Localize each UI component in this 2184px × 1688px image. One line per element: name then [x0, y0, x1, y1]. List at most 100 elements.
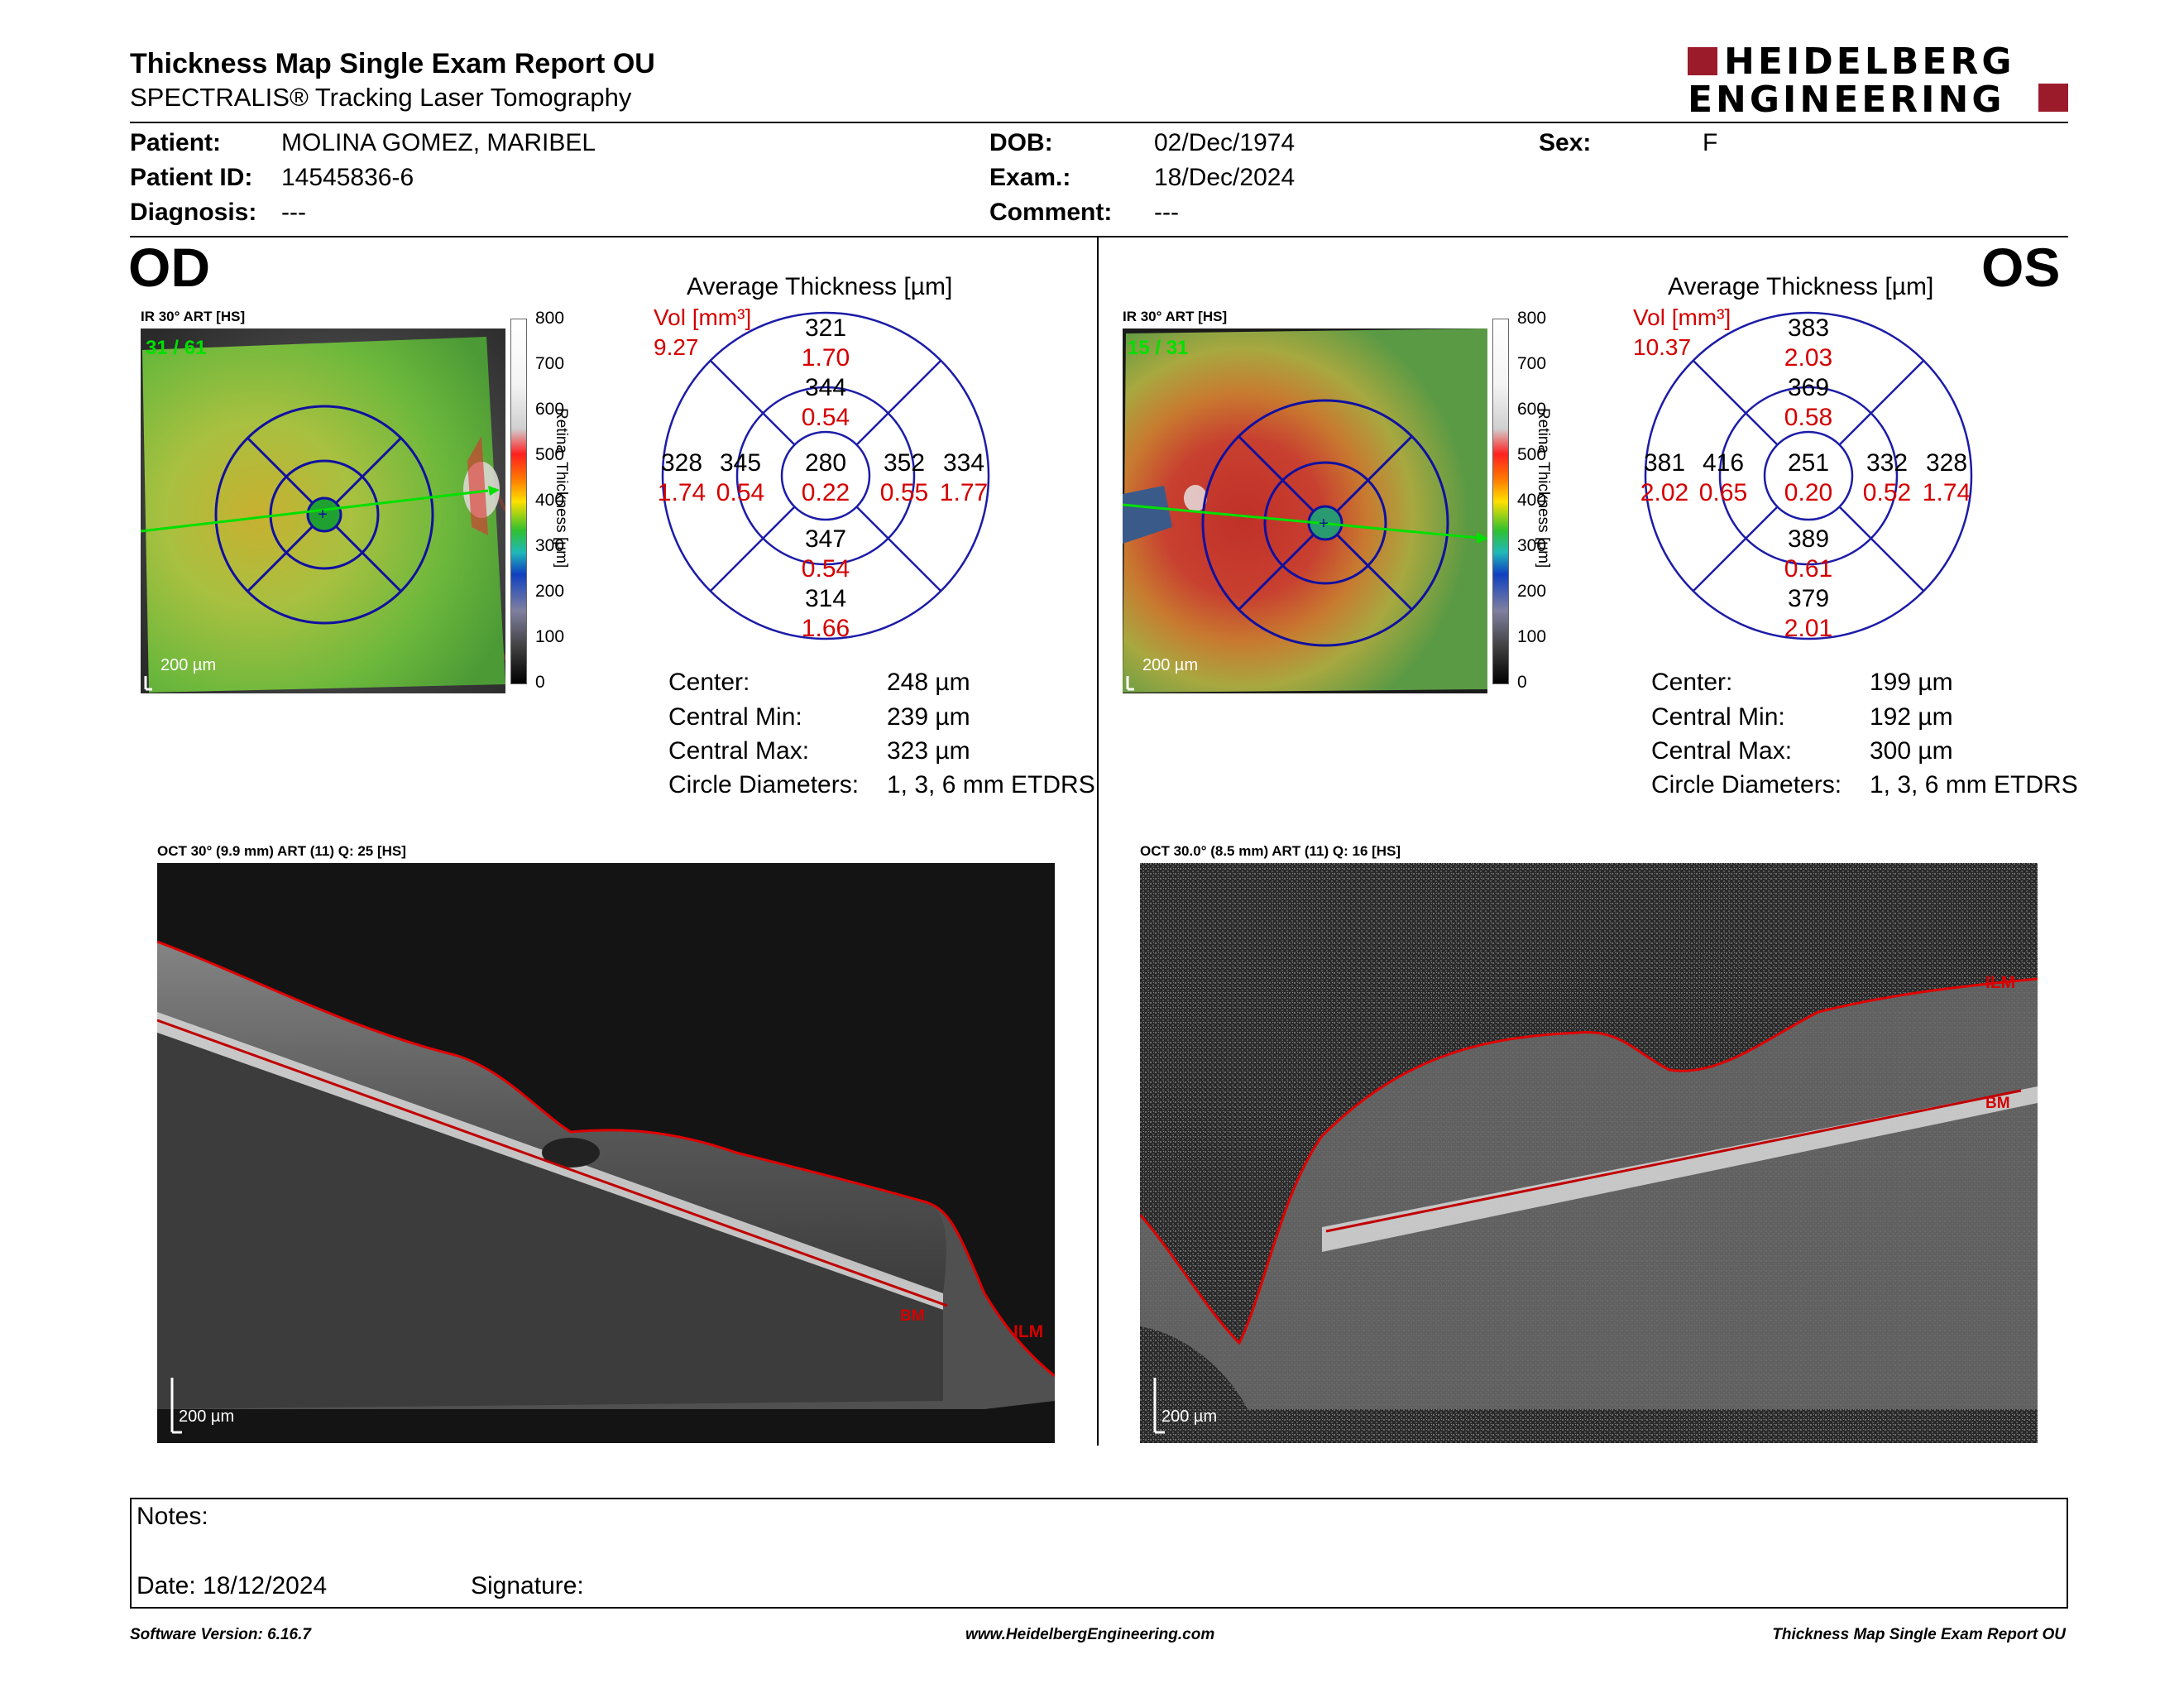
os-inner-sup-volume: 0.58 — [1784, 404, 1833, 431]
os-inner-right-volume: 0.52 — [1862, 479, 1912, 506]
od-ilm-label: ILM — [1013, 1322, 1044, 1341]
os-center-value: 199 µm — [1870, 669, 1953, 696]
od-bm-label: BM — [900, 1307, 925, 1325]
od-center-thickness: 280 — [804, 449, 847, 477]
heidelberg-logo: HEIDELBERG ENGINEERING — [1688, 41, 2068, 121]
os-eye-label: OS — [1981, 237, 2061, 298]
od-outer-left-volume: 1.74 — [657, 479, 706, 506]
os-min-value: 192 µm — [1870, 703, 1953, 731]
os-diam-label: Circle Diameters: — [1651, 771, 1842, 798]
od-outer-right-thickness: 334 — [942, 449, 985, 477]
report-title: Thickness Map Single Exam Report OU — [130, 48, 655, 79]
header-divider — [130, 122, 2068, 123]
os-outer-inf-thickness: 379 — [1787, 585, 1830, 612]
os-center-label: Center: — [1651, 669, 1733, 696]
od-map-scale: 200 µm — [160, 656, 217, 674]
os-vol-total: 10.37 — [1633, 334, 1692, 360]
od-inner-left-volume: 0.54 — [716, 479, 765, 506]
od-cb-tick: 700 — [535, 354, 565, 373]
od-vol-total: 9.27 — [654, 334, 699, 360]
os-oct-scan: ILM BM 200 µm — [1140, 863, 2038, 1443]
od-cb-axis-label: Retina Thickness [µm] — [553, 408, 570, 568]
od-cb-tick: 200 — [535, 582, 565, 601]
logo-line2: ENGINEERING — [1688, 79, 2005, 121]
os-ir-label: IR 30° ART [HS] — [1123, 309, 1228, 324]
notes-label: Notes: — [136, 1503, 208, 1530]
od-diam-value: 1, 3, 6 mm ETDRS — [887, 771, 1095, 798]
od-avg-title: Average Thickness [µm] — [687, 273, 953, 300]
od-cb-tick: 500 — [535, 445, 565, 464]
os-inner-inf-thickness: 389 — [1787, 525, 1830, 553]
od-inner-right-volume: 0.55 — [879, 479, 929, 506]
svg-text:+: + — [1319, 515, 1329, 533]
os-avg-title: Average Thickness [µm] — [1668, 273, 1934, 300]
svg-text:+: + — [318, 506, 328, 524]
os-outer-sup-thickness: 383 — [1787, 314, 1830, 342]
os-outer-right-thickness: 328 — [1925, 449, 1968, 477]
od-eye-label: OD — [128, 237, 210, 298]
od-inner-right-thickness: 352 — [883, 449, 926, 477]
od-center-value: 248 µm — [887, 669, 970, 696]
website-link[interactable]: www.HeidelbergEngineering.com — [965, 1626, 1215, 1643]
os-cb-tick: 100 — [1517, 627, 1547, 646]
os-cb-tick: 200 — [1517, 582, 1547, 601]
signature-label: Signature: — [471, 1572, 584, 1599]
od-cb-tick: 400 — [535, 491, 565, 510]
os-cb-tick: 0 — [1517, 673, 1527, 692]
os-inner-left-volume: 0.65 — [1698, 479, 1748, 506]
os-inner-right-thickness: 332 — [1866, 449, 1909, 477]
dob-value: 02/Dec/1974 — [1154, 129, 1296, 156]
os-cb-tick: 400 — [1517, 491, 1547, 510]
footer-report-name: Thickness Map Single Exam Report OU — [1772, 1626, 2066, 1643]
comment-value: --- — [1154, 199, 1179, 226]
od-outer-inf-thickness: 314 — [804, 585, 847, 612]
exam-value: 18/Dec/2024 — [1154, 164, 1296, 191]
exam-label: Exam.: — [989, 164, 1071, 191]
os-cb-tick: 300 — [1517, 536, 1547, 555]
od-thickness-map: + 31 / 61 200 µm — [140, 328, 507, 693]
os-oct-scale: 200 µm — [1161, 1407, 1218, 1426]
os-thickness-map: + 15 / 31 200 µm — [1122, 328, 1488, 693]
os-colorbar: 800 700 600 500 400 300 200 100 0 Retina… — [1491, 309, 1590, 699]
os-cb-tick: 500 — [1517, 445, 1547, 464]
notes-box: Notes: Date: 18/12/2024 Signature: — [130, 1498, 2068, 1609]
sex-label: Sex: — [1539, 129, 1592, 156]
od-oct-scan: ILM BM 200 µm — [157, 863, 1055, 1443]
os-ilm-label: ILM — [1985, 973, 2016, 992]
os-diam-value: 1, 3, 6 mm ETDRS — [1870, 771, 2078, 798]
center-divider — [1097, 237, 1099, 1446]
sex-value: F — [1703, 129, 1718, 156]
software-version: Software Version: 6.16.7 — [130, 1626, 311, 1643]
od-cb-tick: 800 — [535, 309, 565, 328]
od-ir-label: IR 30° ART [HS] — [141, 309, 246, 324]
od-vol-label: Vol [mm³] — [654, 305, 752, 330]
od-frame-count: 31 / 61 — [146, 337, 207, 359]
od-center-volume: 0.22 — [801, 479, 850, 506]
os-cb-tick: 600 — [1517, 400, 1547, 419]
od-min-label: Central Min: — [668, 703, 802, 731]
patient-name: MOLINA GOMEZ, MARIBEL — [281, 129, 596, 156]
os-outer-inf-volume: 2.01 — [1784, 615, 1833, 642]
os-cb-tick: 700 — [1517, 354, 1547, 373]
patient-label: Patient: — [130, 129, 222, 156]
od-oct-scale: 200 µm — [179, 1407, 235, 1426]
od-oct-label: OCT 30° (9.9 mm) ART (11) Q: 25 [HS] — [157, 843, 406, 859]
os-inner-sup-thickness: 369 — [1787, 374, 1830, 401]
od-inner-inf-volume: 0.54 — [801, 555, 850, 583]
diagnosis-value: --- — [281, 199, 306, 226]
od-diam-label: Circle Diameters: — [668, 771, 860, 798]
od-outer-sup-thickness: 321 — [804, 314, 847, 342]
os-bm-label: BM — [1985, 1095, 2010, 1112]
os-center-thickness: 251 — [1787, 449, 1830, 477]
os-outer-sup-volume: 2.03 — [1784, 344, 1833, 372]
os-max-label: Central Max: — [1651, 737, 1793, 765]
patient-id: 14545836-6 — [281, 164, 414, 191]
os-oct-label: OCT 30.0° (8.5 mm) ART (11) Q: 16 [HS] — [1140, 843, 1401, 859]
od-cb-tick: 600 — [535, 400, 565, 419]
os-cb-axis-label: Retina Thickness [µm] — [1535, 408, 1552, 568]
logo-line1: HEIDELBERG — [1724, 41, 2015, 83]
os-frame-count: 15 / 31 — [1128, 337, 1189, 359]
od-inner-sup-volume: 0.54 — [801, 404, 850, 431]
od-etdrs-panel: Average Thickness [µm] Vol [mm³] 9.27 32… — [645, 273, 1026, 645]
od-colorbar: 800 700 600 500 400 300 200 100 0 Retina… — [509, 309, 608, 699]
